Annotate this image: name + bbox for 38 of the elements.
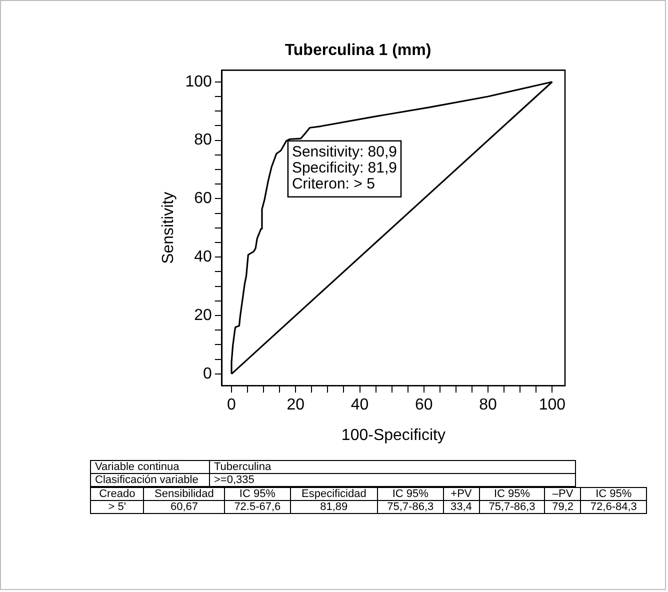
text: 72.5-67,6 <box>224 500 290 514</box>
y-axis-title: Sensitivity <box>160 192 178 264</box>
text: IC 95% <box>224 488 290 500</box>
y-tick-label: 60 <box>194 190 212 208</box>
chart-title: Tuberculina 1 (mm) <box>284 42 432 60</box>
text: Clasificación variable <box>90 474 210 486</box>
y-tick-label: 0 <box>202 365 212 382</box>
text: 33,4 <box>443 500 480 514</box>
y-tick-label: 80 <box>194 132 212 149</box>
text: Creado <box>90 488 144 500</box>
x-tick-label: 20 <box>286 396 305 414</box>
annotation: Sensitivity: 80,9 Specificity: 81,9 Criteron: > 5 <box>292 144 398 193</box>
text: Tuberculina <box>210 460 576 474</box>
text: –PV <box>544 488 581 500</box>
y-tick-label: 20 <box>194 306 212 324</box>
text: IC 95% <box>378 488 444 500</box>
x-tick-label: 0 <box>227 396 236 414</box>
text: 81,89 <box>290 500 378 514</box>
y-tick-label: 40 <box>194 248 212 266</box>
text: 60,67 <box>144 500 225 514</box>
x-tick-label: 80 <box>479 396 498 414</box>
x-tick-label: 100 <box>538 396 566 414</box>
text: Especificidad <box>290 488 378 500</box>
text: 79,2 <box>544 500 581 514</box>
text: 72,6-84,3 <box>580 500 646 514</box>
text: >=0,335 <box>210 474 576 486</box>
text: +PV <box>443 488 480 500</box>
text: Variable continua <box>90 460 210 474</box>
text: 75,7-86,3 <box>378 500 444 514</box>
y-tick-label: 100 <box>185 73 212 90</box>
x-axis-title: 100-Specificity <box>341 426 446 444</box>
text: 75,7-86,3 <box>479 500 545 514</box>
text: IC 95% <box>479 488 545 500</box>
x-tick-label: 60 <box>415 396 433 414</box>
text: > 5' <box>90 500 144 514</box>
text: Sensibilidad <box>144 488 225 500</box>
x-tick-label: 40 <box>350 396 369 414</box>
text: IC 95% <box>580 488 646 500</box>
